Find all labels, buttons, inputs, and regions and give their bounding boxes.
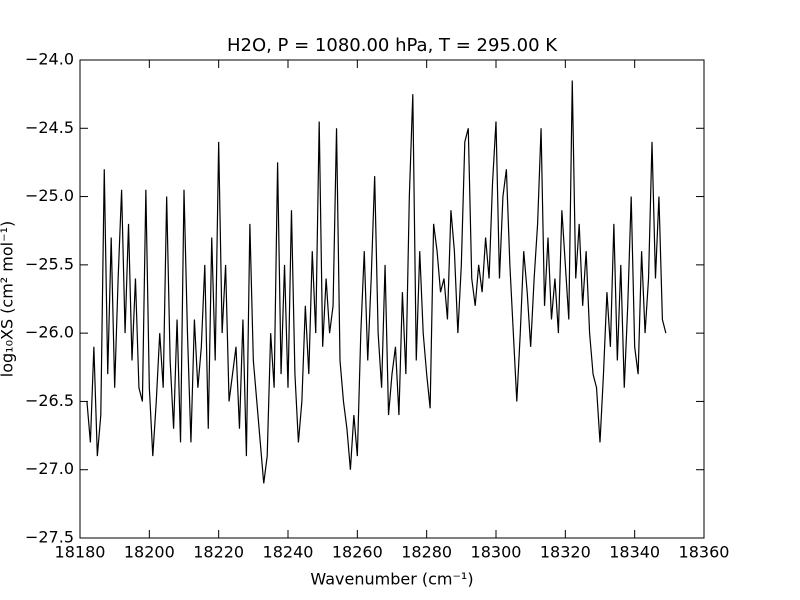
spectrum-line [86, 80, 667, 484]
y-tick-label: −25.0 [25, 186, 74, 205]
x-tick-label: 18320 [540, 543, 591, 562]
chart-title: H2O, P = 1080.00 hPa, T = 295.00 K [227, 35, 558, 56]
x-tick-label: 18260 [332, 543, 383, 562]
y-tick-label: −26.5 [25, 391, 74, 410]
x-tick-label: 18200 [124, 543, 175, 562]
x-tick-label: 18280 [401, 543, 452, 562]
y-tick-label: −24.0 [25, 50, 74, 69]
y-axis-label: log₁₀XS (cm² mol⁻¹) [0, 221, 17, 377]
plot-frame [79, 59, 705, 539]
x-tick-label: 18300 [471, 543, 522, 562]
y-tick-label: −27.5 [25, 528, 74, 547]
x-tick-label: 18340 [609, 543, 660, 562]
y-tick-label: −25.5 [25, 254, 74, 273]
y-tick-label: −26.0 [25, 323, 74, 342]
x-axis-label: Wavenumber (cm⁻¹) [310, 570, 473, 589]
x-tick-label: 18360 [679, 543, 730, 562]
x-tick-label: 18240 [263, 543, 314, 562]
x-tick-label: 18180 [55, 543, 106, 562]
y-tick-label: −24.5 [25, 118, 74, 137]
y-tick-label: −27.0 [25, 459, 74, 478]
x-tick-label: 18220 [193, 543, 244, 562]
